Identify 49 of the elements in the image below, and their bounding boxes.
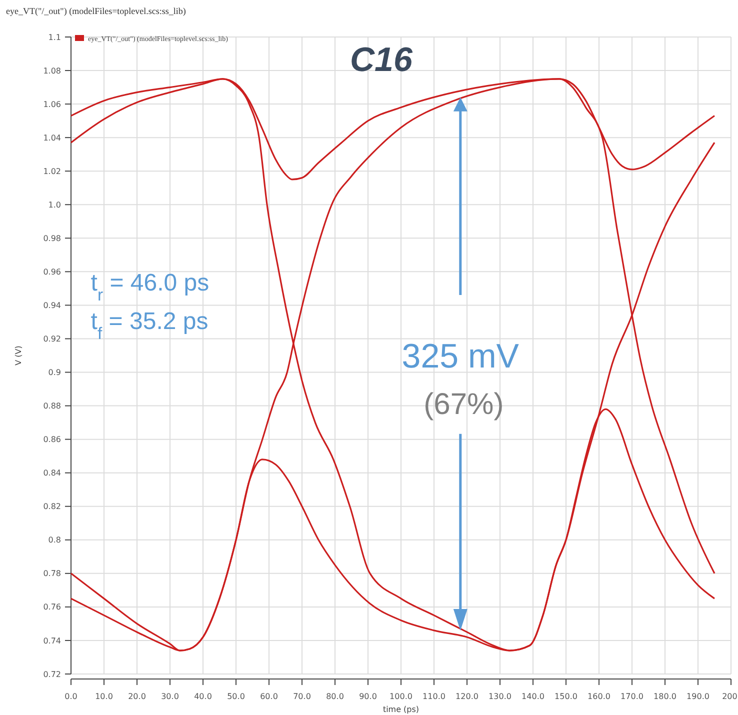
y-tick-label: 0.86 xyxy=(43,435,61,444)
x-tick-label: 160.0 xyxy=(588,692,610,701)
x-tick-label: 90.0 xyxy=(359,692,377,701)
y-tick-label: 0.94 xyxy=(43,301,61,310)
y-tick-label: 0.78 xyxy=(43,569,61,578)
y-tick-label: 0.98 xyxy=(43,234,61,243)
x-tick-label: 60.0 xyxy=(260,692,278,701)
x-tick-label: 120.0 xyxy=(456,692,478,701)
y-tick-label: 0.82 xyxy=(43,502,61,512)
x-tick-label: 190.0 xyxy=(686,692,710,701)
y-tick-label: 0.8 xyxy=(48,536,61,545)
y-tick-label: 1.06 xyxy=(43,100,61,109)
x-tick-label: 10.0 xyxy=(95,692,113,701)
x-tick-label: 80.0 xyxy=(326,692,344,701)
y-tick-label: 1.08 xyxy=(43,66,61,76)
y-tick-label: 0.88 xyxy=(43,402,61,411)
y-axis-title: V (V) xyxy=(14,346,23,366)
x-tick-label: 40.0 xyxy=(194,692,212,701)
annotation: t$_{f}$ = 35.2 ps xyxy=(90,308,208,342)
annotation: C16 xyxy=(350,41,414,80)
y-tick-label: 0.9 xyxy=(48,368,61,378)
y-tick-label: 0.92 xyxy=(43,334,61,344)
x-tick-label: 130.0 xyxy=(488,692,512,701)
y-tick-label: 1.1 xyxy=(48,32,61,42)
annotation: t$_{r}$ = 46.0 ps xyxy=(90,270,210,304)
chart-title: eye_VT("/_out") (modelFiles=toplevel.scs:ss_lib) xyxy=(6,6,186,16)
x-tick-label: 50.0 xyxy=(227,692,245,701)
x-tick-label: 150.0 xyxy=(554,692,578,701)
x-tick-label: 110.0 xyxy=(422,692,446,701)
y-tick-label: 0.76 xyxy=(43,602,61,612)
x-tick-label: 140.0 xyxy=(522,692,544,701)
y-tick-label: 0.72 xyxy=(43,670,61,679)
y-tick-label: 1.02 xyxy=(43,166,61,176)
x-tick-label: 200. xyxy=(722,692,738,701)
x-tick-label: 30.0 xyxy=(161,692,179,701)
x-tick-label: 100.0 xyxy=(390,692,412,701)
annotation: (67%) xyxy=(424,388,504,421)
x-tick-label: 180.0 xyxy=(654,692,676,701)
y-tick-label: 1.04 xyxy=(43,133,61,142)
x-tick-label: 170.0 xyxy=(620,692,644,701)
y-tick-label: 0.96 xyxy=(43,267,61,276)
annotation: 325 mV xyxy=(402,337,520,376)
x-tick-label: 70.0 xyxy=(293,692,311,701)
y-tick-label: 0.84 xyxy=(43,468,61,478)
y-tick-label: 1.0 xyxy=(48,200,61,210)
x-tick-label: 0.0 xyxy=(64,692,78,701)
x-tick-label: 20.0 xyxy=(128,692,146,701)
y-tick-label: 0.74 xyxy=(43,636,61,646)
x-axis-title: time (ps) xyxy=(382,705,420,714)
